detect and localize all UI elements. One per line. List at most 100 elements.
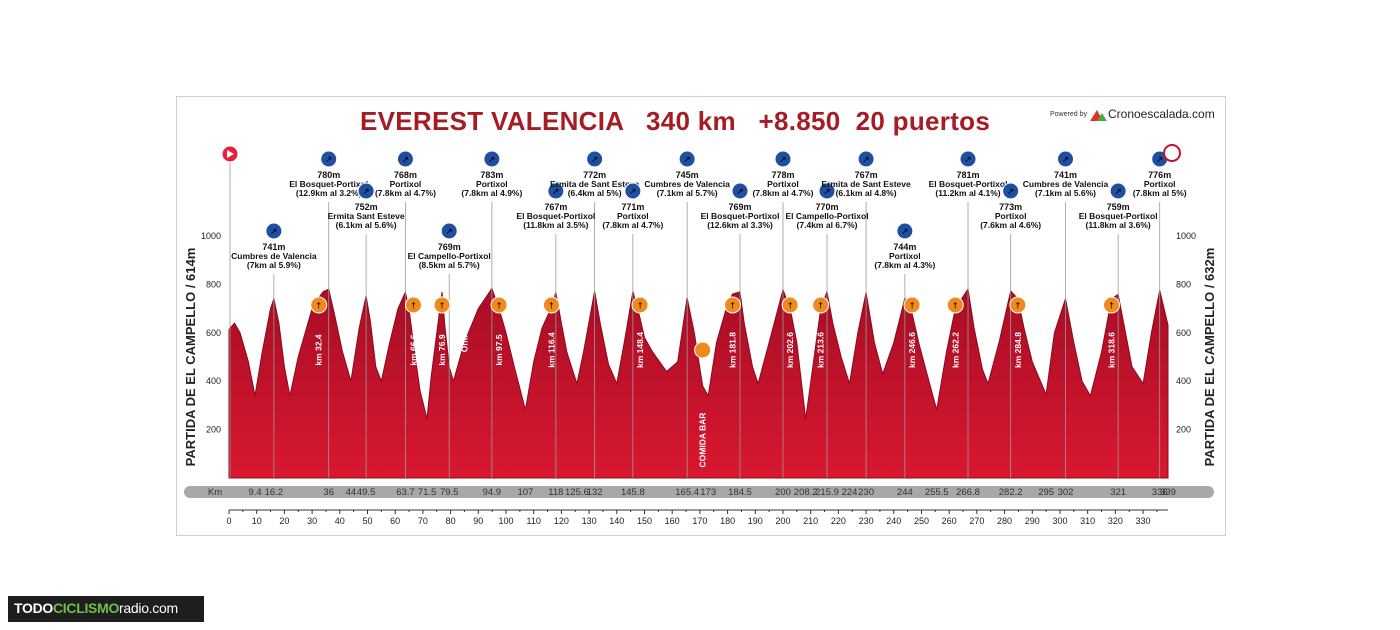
- y-tick-label-right: 1000: [1176, 231, 1196, 241]
- y-tick-label-right: 600: [1176, 328, 1191, 338]
- km-marker-label: 71.5: [418, 487, 437, 498]
- y-tick-label-right: 400: [1176, 376, 1191, 386]
- x-tick-label: 210: [803, 516, 818, 526]
- x-tick-label: 300: [1052, 516, 1067, 526]
- powered-by-label: Powered by: [1050, 111, 1087, 118]
- climb-altitude: 773m: [999, 202, 1022, 212]
- climb-altitude: 744m: [893, 242, 916, 252]
- valley-label: Ontinyent / 390m: [1138, 283, 1148, 352]
- climb-name: El Campello-Portixol: [785, 211, 868, 221]
- x-tick-label: 270: [969, 516, 984, 526]
- food-stop-km-label: km 97.5: [494, 334, 504, 365]
- climb-icon: [624, 182, 642, 200]
- climb-icon: [586, 150, 604, 168]
- x-tick-label: 240: [886, 516, 901, 526]
- km-bar: [184, 486, 1214, 498]
- valley-label: Ontinyent / 390m: [844, 283, 854, 352]
- km-bar-label: Km: [208, 487, 222, 498]
- climb-name: Portixol: [889, 251, 921, 261]
- climb-stats: (7.8km al 5%): [1133, 188, 1187, 198]
- x-tick-label: 260: [942, 516, 957, 526]
- climb-name: Portixol: [767, 179, 799, 189]
- food-stop-icon: [490, 296, 508, 314]
- climb-icon-glyph: ↗: [591, 154, 598, 164]
- climb-icon-glyph: ↗: [552, 186, 559, 196]
- climb-altitude: 741m: [262, 242, 285, 252]
- food-stop-icon: [310, 296, 328, 314]
- climb-stats: (7.1km al 5.6%): [1035, 188, 1096, 198]
- food-stop-km-label: km 246.6: [907, 332, 917, 368]
- km-marker-label: 173: [700, 487, 716, 498]
- climb-icon: [396, 150, 414, 168]
- climb-icon-glyph: ↗: [629, 186, 636, 196]
- brand-label: Cronoescalada.com: [1108, 107, 1215, 121]
- climb-stats: (6.1km al 4.8%): [836, 188, 897, 198]
- climb-altitude: 771m: [621, 202, 644, 212]
- km-marker-label: 107: [517, 487, 533, 498]
- climb-icon-glyph: ↗: [363, 186, 370, 196]
- food-stop-glyph: †: [638, 300, 643, 310]
- km-marker-label: 63.7: [396, 487, 415, 498]
- valley-label: Ontinyent / 390m: [376, 283, 386, 352]
- climb-stats: (7.8km al 4.3%): [874, 260, 935, 270]
- food-stop-km-label: km 181.8: [728, 332, 738, 368]
- food-stop-glyph: †: [411, 300, 416, 310]
- climb-name: Portixol: [1144, 179, 1176, 189]
- lunch-stop-icon: [694, 341, 712, 359]
- climb-altitude: 780m: [317, 170, 340, 180]
- start-arrow-icon: [227, 150, 234, 158]
- climb-name: Ermita de Sant Esteve: [550, 179, 640, 189]
- valley-label: Vallada / 245m: [801, 288, 811, 347]
- km-marker-label: 36: [323, 487, 334, 498]
- x-tick-label: 330: [1136, 516, 1151, 526]
- food-stop-km-label: km 262.2: [950, 332, 960, 368]
- climb-name: El Bosquet-Portixol: [289, 179, 368, 189]
- km-marker-label: 266.8: [956, 487, 980, 498]
- km-marker-label: 94.9: [483, 487, 502, 498]
- brand-mountain-icon-green: [1097, 113, 1107, 121]
- valley-label: Aielo de Malferit / 282m: [520, 270, 530, 365]
- km-marker-label: 336: [1152, 487, 1168, 498]
- food-stop-glyph: †: [788, 300, 793, 310]
- climb-stats: (12.6km al 3.3%): [707, 220, 773, 230]
- km-marker-label: 145.8: [621, 487, 645, 498]
- km-marker-label: 215.9: [815, 487, 839, 498]
- food-stop-glyph: †: [818, 300, 823, 310]
- climb-altitude: 759m: [1107, 202, 1130, 212]
- climb-icon: [896, 222, 914, 240]
- food-stop-icon: [631, 296, 649, 314]
- climb-altitude: 776m: [1148, 170, 1171, 180]
- food-stop-km-label: km 213.6: [816, 332, 826, 368]
- climb-name: Cumbres de Valencia: [1023, 179, 1109, 189]
- climb-altitude: 741m: [1054, 170, 1077, 180]
- food-stop-km-label: km 116.4: [546, 332, 556, 368]
- x-tick-label: 100: [498, 516, 513, 526]
- food-stop-icon: [724, 296, 742, 314]
- food-stop-glyph: †: [440, 300, 445, 310]
- food-stop-km-label: km 32.4: [314, 334, 324, 365]
- climb-icon-glyph: ↗: [402, 154, 409, 164]
- x-tick-label: 10: [252, 516, 262, 526]
- valley-label: Moixent / 345m: [1027, 287, 1037, 348]
- y-tick-label-left: 400: [206, 376, 221, 386]
- elevation-profile: [228, 287, 1169, 479]
- climb-stats: (6.4km al 5%): [568, 188, 622, 198]
- climb-altitude: 781m: [956, 170, 979, 180]
- climb-stats: (6.1km al 5.6%): [336, 220, 397, 230]
- chart-title: EVEREST VALENCIA 340 km +8.850 20 puerto…: [360, 106, 991, 136]
- km-marker-label: 125.6: [565, 487, 589, 498]
- x-tick-label: 0: [226, 516, 231, 526]
- climb-icon-glyph: ↗: [823, 186, 830, 196]
- x-tick-label: 120: [554, 516, 569, 526]
- climb-icon: [547, 182, 565, 200]
- food-stop-glyph: †: [549, 300, 554, 310]
- x-tick-label: 160: [665, 516, 680, 526]
- climb-icon-glyph: ↗: [684, 154, 691, 164]
- climb-icon: [1002, 182, 1020, 200]
- km-marker-label: 282.2: [999, 487, 1023, 498]
- km-marker-label: 44: [346, 487, 357, 498]
- climb-stats: (7.8km al 4.9%): [461, 188, 522, 198]
- left-side-label: PARTIDA DE EL CAMPELLO / 614m: [183, 248, 198, 467]
- climb-icon: [320, 150, 338, 168]
